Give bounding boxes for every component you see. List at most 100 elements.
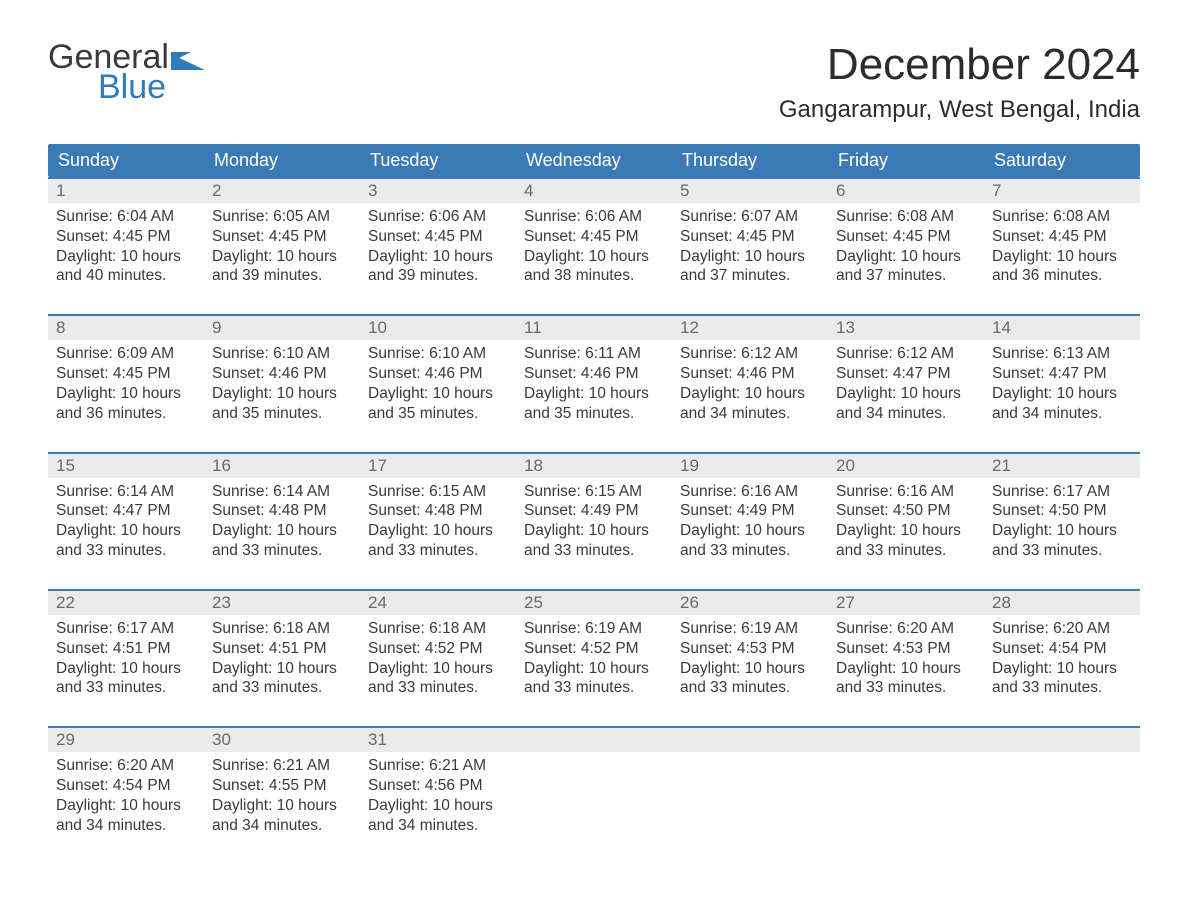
daylight-line: Daylight: 10 hours and 33 minutes. <box>212 659 352 699</box>
sunrise-line: Sunrise: 6:14 AM <box>56 482 196 502</box>
daylight-line: Daylight: 10 hours and 37 minutes. <box>680 247 820 287</box>
sunrise-line: Sunrise: 6:19 AM <box>524 619 664 639</box>
day-cell: Sunrise: 6:17 AMSunset: 4:50 PMDaylight:… <box>984 478 1140 571</box>
day-number <box>516 728 672 752</box>
sunrise-line: Sunrise: 6:10 AM <box>368 344 508 364</box>
sunrise-line: Sunrise: 6:15 AM <box>524 482 664 502</box>
day-number: 1 <box>48 179 204 203</box>
day-number-row: 891011121314 <box>48 316 1140 340</box>
day-cell: Sunrise: 6:13 AMSunset: 4:47 PMDaylight:… <box>984 340 1140 433</box>
day-cell: Sunrise: 6:09 AMSunset: 4:45 PMDaylight:… <box>48 340 204 433</box>
weekday-header: Sunday <box>48 144 204 177</box>
weekday-header: Tuesday <box>360 144 516 177</box>
logo: General Blue <box>48 40 205 104</box>
sunrise-line: Sunrise: 6:10 AM <box>212 344 352 364</box>
daylight-line: Daylight: 10 hours and 34 minutes. <box>368 796 508 836</box>
day-cell: Sunrise: 6:14 AMSunset: 4:48 PMDaylight:… <box>204 478 360 571</box>
weekday-header: Wednesday <box>516 144 672 177</box>
daylight-line: Daylight: 10 hours and 33 minutes. <box>836 659 976 699</box>
day-number: 15 <box>48 454 204 478</box>
weekday-header: Saturday <box>984 144 1140 177</box>
day-number: 13 <box>828 316 984 340</box>
day-number: 30 <box>204 728 360 752</box>
calendar-week: 15161718192021Sunrise: 6:14 AMSunset: 4:… <box>48 452 1140 571</box>
day-cell: Sunrise: 6:18 AMSunset: 4:52 PMDaylight:… <box>360 615 516 708</box>
calendar-week: 22232425262728Sunrise: 6:17 AMSunset: 4:… <box>48 589 1140 708</box>
sunset-line: Sunset: 4:46 PM <box>524 364 664 384</box>
weekday-header: Monday <box>204 144 360 177</box>
sunset-line: Sunset: 4:45 PM <box>680 227 820 247</box>
day-number: 11 <box>516 316 672 340</box>
sunset-line: Sunset: 4:52 PM <box>368 639 508 659</box>
day-cell <box>516 752 672 845</box>
day-number <box>984 728 1140 752</box>
day-cell: Sunrise: 6:21 AMSunset: 4:56 PMDaylight:… <box>360 752 516 845</box>
daylight-line: Daylight: 10 hours and 36 minutes. <box>56 384 196 424</box>
sunset-line: Sunset: 4:49 PM <box>680 501 820 521</box>
day-number: 19 <box>672 454 828 478</box>
sunset-line: Sunset: 4:46 PM <box>680 364 820 384</box>
calendar: SundayMondayTuesdayWednesdayThursdayFrid… <box>48 144 1140 846</box>
daylight-line: Daylight: 10 hours and 37 minutes. <box>836 247 976 287</box>
day-number: 4 <box>516 179 672 203</box>
sunset-line: Sunset: 4:51 PM <box>56 639 196 659</box>
day-number: 10 <box>360 316 516 340</box>
sunset-line: Sunset: 4:50 PM <box>836 501 976 521</box>
day-number: 2 <box>204 179 360 203</box>
day-number: 20 <box>828 454 984 478</box>
sunset-line: Sunset: 4:45 PM <box>56 364 196 384</box>
daylight-line: Daylight: 10 hours and 40 minutes. <box>56 247 196 287</box>
day-cell: Sunrise: 6:18 AMSunset: 4:51 PMDaylight:… <box>204 615 360 708</box>
sunset-line: Sunset: 4:52 PM <box>524 639 664 659</box>
sunset-line: Sunset: 4:48 PM <box>368 501 508 521</box>
weekday-header: Thursday <box>672 144 828 177</box>
day-cell: Sunrise: 6:04 AMSunset: 4:45 PMDaylight:… <box>48 203 204 296</box>
day-number: 22 <box>48 591 204 615</box>
sunrise-line: Sunrise: 6:12 AM <box>836 344 976 364</box>
weekday-header-row: SundayMondayTuesdayWednesdayThursdayFrid… <box>48 144 1140 177</box>
sunset-line: Sunset: 4:45 PM <box>212 227 352 247</box>
sunset-line: Sunset: 4:53 PM <box>680 639 820 659</box>
day-number: 8 <box>48 316 204 340</box>
sunrise-line: Sunrise: 6:19 AM <box>680 619 820 639</box>
sunset-line: Sunset: 4:46 PM <box>212 364 352 384</box>
day-number: 28 <box>984 591 1140 615</box>
sunrise-line: Sunrise: 6:20 AM <box>992 619 1132 639</box>
sunset-line: Sunset: 4:47 PM <box>56 501 196 521</box>
location: Gangarampur, West Bengal, India <box>779 96 1140 124</box>
sunset-line: Sunset: 4:54 PM <box>56 776 196 796</box>
day-number-row: 22232425262728 <box>48 591 1140 615</box>
daylight-line: Daylight: 10 hours and 33 minutes. <box>680 659 820 699</box>
day-cell: Sunrise: 6:20 AMSunset: 4:54 PMDaylight:… <box>984 615 1140 708</box>
daylight-line: Daylight: 10 hours and 38 minutes. <box>524 247 664 287</box>
sunset-line: Sunset: 4:48 PM <box>212 501 352 521</box>
sunrise-line: Sunrise: 6:17 AM <box>56 619 196 639</box>
day-number <box>672 728 828 752</box>
daylight-line: Daylight: 10 hours and 39 minutes. <box>368 247 508 287</box>
sunset-line: Sunset: 4:46 PM <box>368 364 508 384</box>
daylight-line: Daylight: 10 hours and 35 minutes. <box>368 384 508 424</box>
day-cell: Sunrise: 6:12 AMSunset: 4:47 PMDaylight:… <box>828 340 984 433</box>
daylight-line: Daylight: 10 hours and 34 minutes. <box>836 384 976 424</box>
day-cell: Sunrise: 6:05 AMSunset: 4:45 PMDaylight:… <box>204 203 360 296</box>
day-number: 17 <box>360 454 516 478</box>
day-cell: Sunrise: 6:08 AMSunset: 4:45 PMDaylight:… <box>828 203 984 296</box>
day-cell: Sunrise: 6:16 AMSunset: 4:50 PMDaylight:… <box>828 478 984 571</box>
daylight-line: Daylight: 10 hours and 33 minutes. <box>368 521 508 561</box>
day-number: 27 <box>828 591 984 615</box>
sunrise-line: Sunrise: 6:18 AM <box>212 619 352 639</box>
sunset-line: Sunset: 4:47 PM <box>836 364 976 384</box>
sunset-line: Sunset: 4:50 PM <box>992 501 1132 521</box>
daylight-line: Daylight: 10 hours and 35 minutes. <box>212 384 352 424</box>
logo-text-blue: Blue <box>98 70 205 104</box>
day-cell <box>984 752 1140 845</box>
calendar-week: 1234567Sunrise: 6:04 AMSunset: 4:45 PMDa… <box>48 177 1140 296</box>
day-number: 14 <box>984 316 1140 340</box>
daylight-line: Daylight: 10 hours and 34 minutes. <box>212 796 352 836</box>
sunrise-line: Sunrise: 6:07 AM <box>680 207 820 227</box>
sunset-line: Sunset: 4:47 PM <box>992 364 1132 384</box>
daylight-line: Daylight: 10 hours and 33 minutes. <box>836 521 976 561</box>
sunset-line: Sunset: 4:45 PM <box>992 227 1132 247</box>
calendar-week: 293031Sunrise: 6:20 AMSunset: 4:54 PMDay… <box>48 726 1140 845</box>
sunset-line: Sunset: 4:54 PM <box>992 639 1132 659</box>
